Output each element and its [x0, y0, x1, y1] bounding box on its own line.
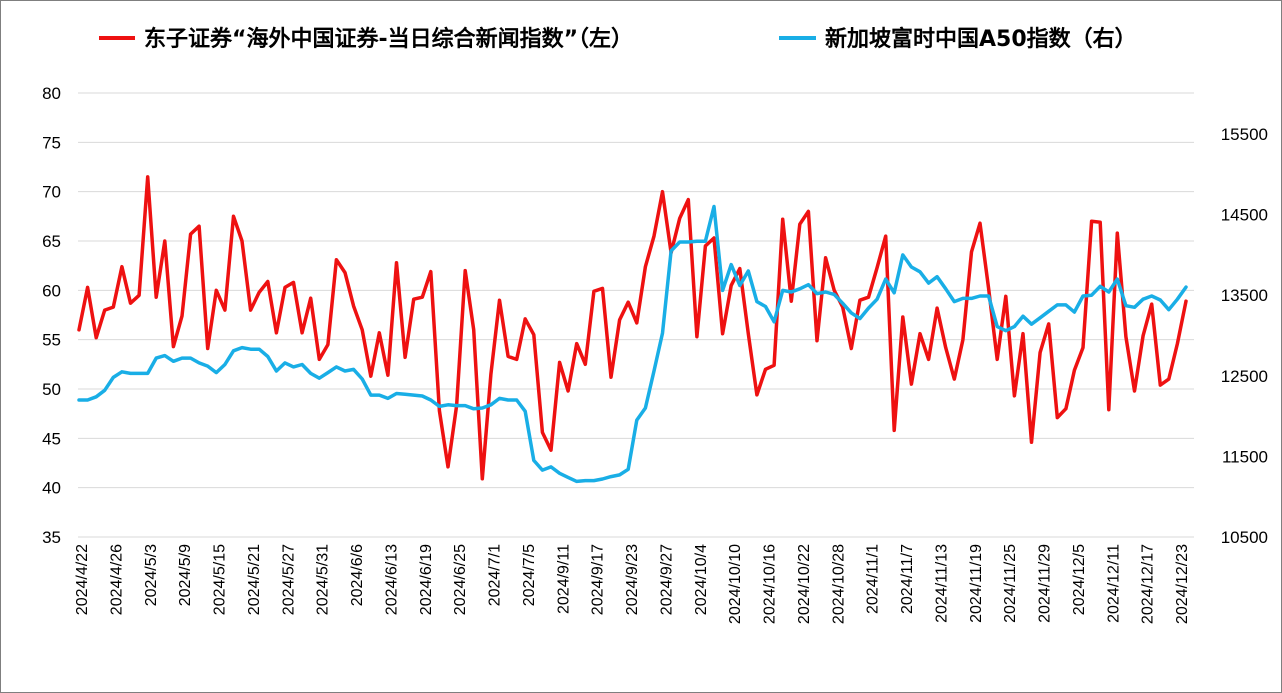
right-tick-label: 13500	[1221, 286, 1268, 305]
x-tick-label: 2024/5/15	[212, 544, 229, 615]
left-tick-label: 80	[42, 84, 61, 103]
left-tick-label: 35	[42, 528, 61, 547]
left-tick-label: 70	[42, 183, 61, 202]
x-tick-label: 2024/6/19	[418, 544, 435, 615]
x-tick-label: 2024/12/11	[1105, 544, 1122, 623]
x-tick-label: 2024/5/31	[315, 544, 332, 615]
x-tick-label: 2024/9/27	[658, 544, 675, 615]
left-tick-label: 75	[42, 133, 61, 152]
left-tick-label: 45	[42, 429, 61, 448]
x-tick-label: 2024/5/3	[143, 544, 160, 606]
series-line-a50-index	[77, 204, 1188, 484]
right-y-axis: 10500 11500 12500 13500 14500 15500	[1221, 125, 1268, 547]
x-tick-label: 2024/6/6	[349, 544, 366, 606]
left-tick-label: 65	[42, 232, 61, 251]
right-tick-label: 15500	[1221, 125, 1268, 144]
left-tick-label: 55	[42, 331, 61, 350]
x-tick-label: 2024/12/17	[1140, 544, 1157, 624]
left-y-axis: 35 40 45 50 55 60 65 70 75 80	[42, 84, 61, 547]
x-axis: 2024/4/22 2024/4/26 2024/5/3 2024/5/9 2024/5…	[74, 536, 1194, 624]
right-tick-label: 11500	[1222, 447, 1268, 466]
x-tick-label: 2024/9/23	[624, 544, 641, 615]
x-tick-label: 2024/7/5	[521, 544, 538, 606]
x-tick-label: 2024/6/25	[452, 544, 469, 615]
x-tick-label: 2024/10/16	[762, 544, 779, 624]
x-tick-label: 2024/5/9	[177, 544, 194, 606]
left-tick-label: 50	[42, 380, 61, 399]
legend: 东子证券“海外中国证券-当日综合新闻指数”（左） 新加坡富时中国A50指数（右）	[99, 26, 1137, 52]
x-tick-label: 2024/9/11	[555, 544, 572, 614]
x-tick-label: 2024/5/27	[280, 544, 297, 615]
series-line-news-index	[77, 175, 1188, 481]
x-tick-label: 2024/12/5	[1071, 544, 1088, 615]
x-tick-label: 2024/11/13	[933, 544, 950, 623]
x-tick-label: 2024/9/17	[590, 544, 607, 615]
x-tick-label: 2024/7/1	[487, 544, 504, 606]
x-tick-label: 2024/11/7	[899, 544, 916, 614]
x-tick-label: 2024/10/10	[727, 544, 744, 624]
x-tick-label: 2024/11/19	[968, 544, 985, 623]
left-tick-label: 40	[42, 479, 61, 498]
x-tick-label: 2024/4/26	[108, 544, 125, 615]
legend-label-a50-index: 新加坡富时中国A50指数（右）	[825, 26, 1137, 52]
x-tick-label: 2024/12/23	[1174, 544, 1191, 624]
series-lines	[77, 175, 1188, 484]
x-tick-label: 2024/10/4	[693, 544, 710, 615]
x-tick-label: 2024/11/25	[1002, 544, 1019, 623]
right-tick-label: 12500	[1221, 367, 1268, 386]
x-tick-label: 2024/5/21	[246, 544, 263, 615]
legend-label-news-index: 东子证券“海外中国证券-当日综合新闻指数”（左）	[144, 26, 633, 52]
gridlines	[78, 92, 1194, 538]
left-tick-label: 60	[42, 281, 61, 300]
x-tick-label: 2024/6/13	[383, 544, 400, 615]
x-tick-label: 2024/10/28	[830, 544, 847, 624]
x-tick-label: 2024/11/1	[865, 544, 882, 614]
x-tick-label: 2024/4/22	[74, 544, 91, 615]
x-tick-label: 2024/10/22	[796, 544, 813, 624]
right-tick-label: 10500	[1221, 528, 1268, 547]
x-tick-label: 2024/11/29	[1037, 544, 1054, 623]
right-tick-label: 14500	[1221, 206, 1268, 225]
